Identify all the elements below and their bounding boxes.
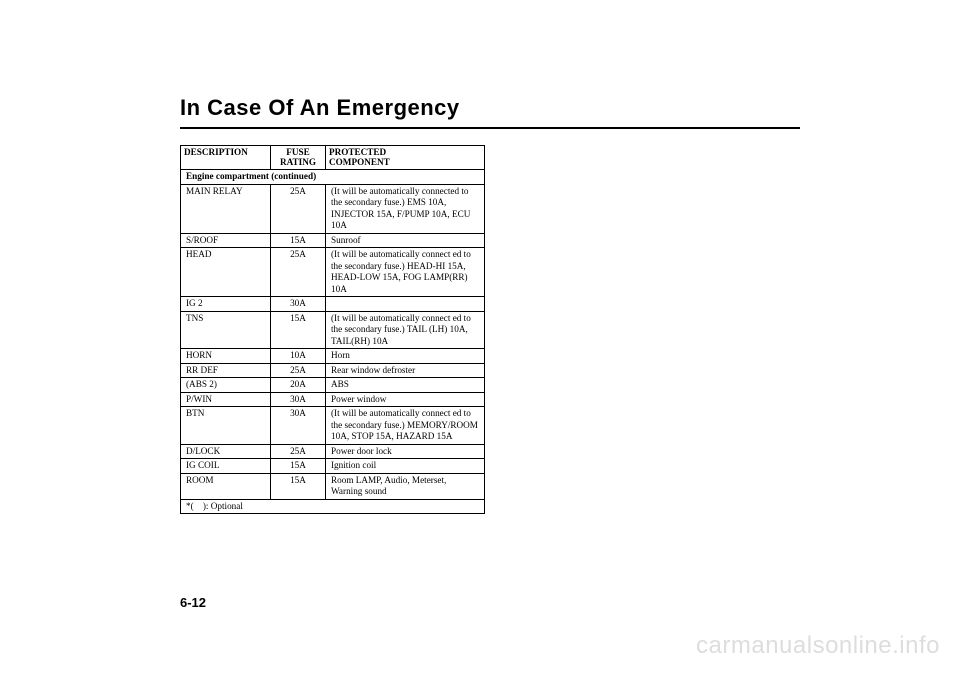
table-row: (ABS 2)20AABS <box>181 378 485 393</box>
table-body: Engine compartment (continued) MAIN RELA… <box>181 170 485 500</box>
cell-description: HORN <box>181 349 271 364</box>
table-row: ROOM15ARoom LAMP, Audio, Meterset, Warni… <box>181 473 485 499</box>
cell-protected-component: (It will be automatically connect ed to … <box>326 311 485 349</box>
cell-description: BTN <box>181 407 271 445</box>
cell-fuse-rating: 15A <box>271 459 326 474</box>
cell-protected-component: ABS <box>326 378 485 393</box>
table-row: RR DEF25ARear window defroster <box>181 363 485 378</box>
cell-fuse-rating: 15A <box>271 233 326 248</box>
col-header-fuse: FUSE <box>286 147 310 157</box>
page-content: In Case Of An Emergency DESCRIPTION FUSE… <box>180 95 800 514</box>
table-row: TNS15A(It will be automatically connect … <box>181 311 485 349</box>
cell-fuse-rating: 25A <box>271 184 326 233</box>
col-header-protected-component: PROTECTED COMPONENT <box>326 146 485 170</box>
cell-fuse-rating: 25A <box>271 444 326 459</box>
cell-fuse-rating: 30A <box>271 297 326 312</box>
cell-protected-component: (It will be automatically connect ed to … <box>326 407 485 445</box>
table-row: S/ROOF15ASunroof <box>181 233 485 248</box>
fuse-table: DESCRIPTION FUSE RATING PROTECTED COMPON… <box>180 145 485 514</box>
cell-fuse-rating: 15A <box>271 311 326 349</box>
watermark: carmanualsonline.info <box>696 632 940 660</box>
footnote-row: *( ): Optional <box>181 499 485 514</box>
col-header-rating: RATING <box>280 157 316 167</box>
cell-description: (ABS 2) <box>181 378 271 393</box>
footnote-cell: *( ): Optional <box>181 499 485 514</box>
cell-description: RR DEF <box>181 363 271 378</box>
table-row: D/LOCK25APower door lock <box>181 444 485 459</box>
section-header-row: Engine compartment (continued) <box>181 170 485 185</box>
cell-fuse-rating: 15A <box>271 473 326 499</box>
cell-protected-component: (It will be automatically connect ed to … <box>326 248 485 297</box>
table-header-row: DESCRIPTION FUSE RATING PROTECTED COMPON… <box>181 146 485 170</box>
cell-protected-component: Ignition coil <box>326 459 485 474</box>
cell-fuse-rating: 25A <box>271 363 326 378</box>
col-header-fuse-rating: FUSE RATING <box>271 146 326 170</box>
table-row: BTN30A(It will be automatically connect … <box>181 407 485 445</box>
cell-fuse-rating: 30A <box>271 392 326 407</box>
col-header-component: COMPONENT <box>329 157 390 167</box>
table-row: HORN10AHorn <box>181 349 485 364</box>
cell-fuse-rating: 25A <box>271 248 326 297</box>
cell-protected-component <box>326 297 485 312</box>
table-row: HEAD25A(It will be automatically connect… <box>181 248 485 297</box>
section-header-cell: Engine compartment (continued) <box>181 170 485 185</box>
title-rule <box>180 127 800 129</box>
cell-description: S/ROOF <box>181 233 271 248</box>
page-title: In Case Of An Emergency <box>180 95 800 121</box>
cell-description: HEAD <box>181 248 271 297</box>
table-row: IG 230A <box>181 297 485 312</box>
cell-description: ROOM <box>181 473 271 499</box>
cell-fuse-rating: 10A <box>271 349 326 364</box>
table-row: MAIN RELAY25A(It will be automatically c… <box>181 184 485 233</box>
cell-description: IG 2 <box>181 297 271 312</box>
page-number: 6-12 <box>180 595 206 610</box>
cell-protected-component: Power door lock <box>326 444 485 459</box>
cell-fuse-rating: 20A <box>271 378 326 393</box>
cell-description: IG COIL <box>181 459 271 474</box>
table-row: IG COIL15AIgnition coil <box>181 459 485 474</box>
cell-description: D/LOCK <box>181 444 271 459</box>
col-header-protected: PROTECTED <box>329 147 386 157</box>
cell-fuse-rating: 30A <box>271 407 326 445</box>
cell-protected-component: Rear window defroster <box>326 363 485 378</box>
cell-description: MAIN RELAY <box>181 184 271 233</box>
table-row: P/WIN30APower window <box>181 392 485 407</box>
cell-protected-component: Room LAMP, Audio, Meterset, Warning soun… <box>326 473 485 499</box>
cell-description: TNS <box>181 311 271 349</box>
cell-protected-component: Sunroof <box>326 233 485 248</box>
cell-protected-component: (It will be automatically connected to t… <box>326 184 485 233</box>
cell-protected-component: Power window <box>326 392 485 407</box>
col-header-description: DESCRIPTION <box>181 146 271 170</box>
cell-protected-component: Horn <box>326 349 485 364</box>
cell-description: P/WIN <box>181 392 271 407</box>
